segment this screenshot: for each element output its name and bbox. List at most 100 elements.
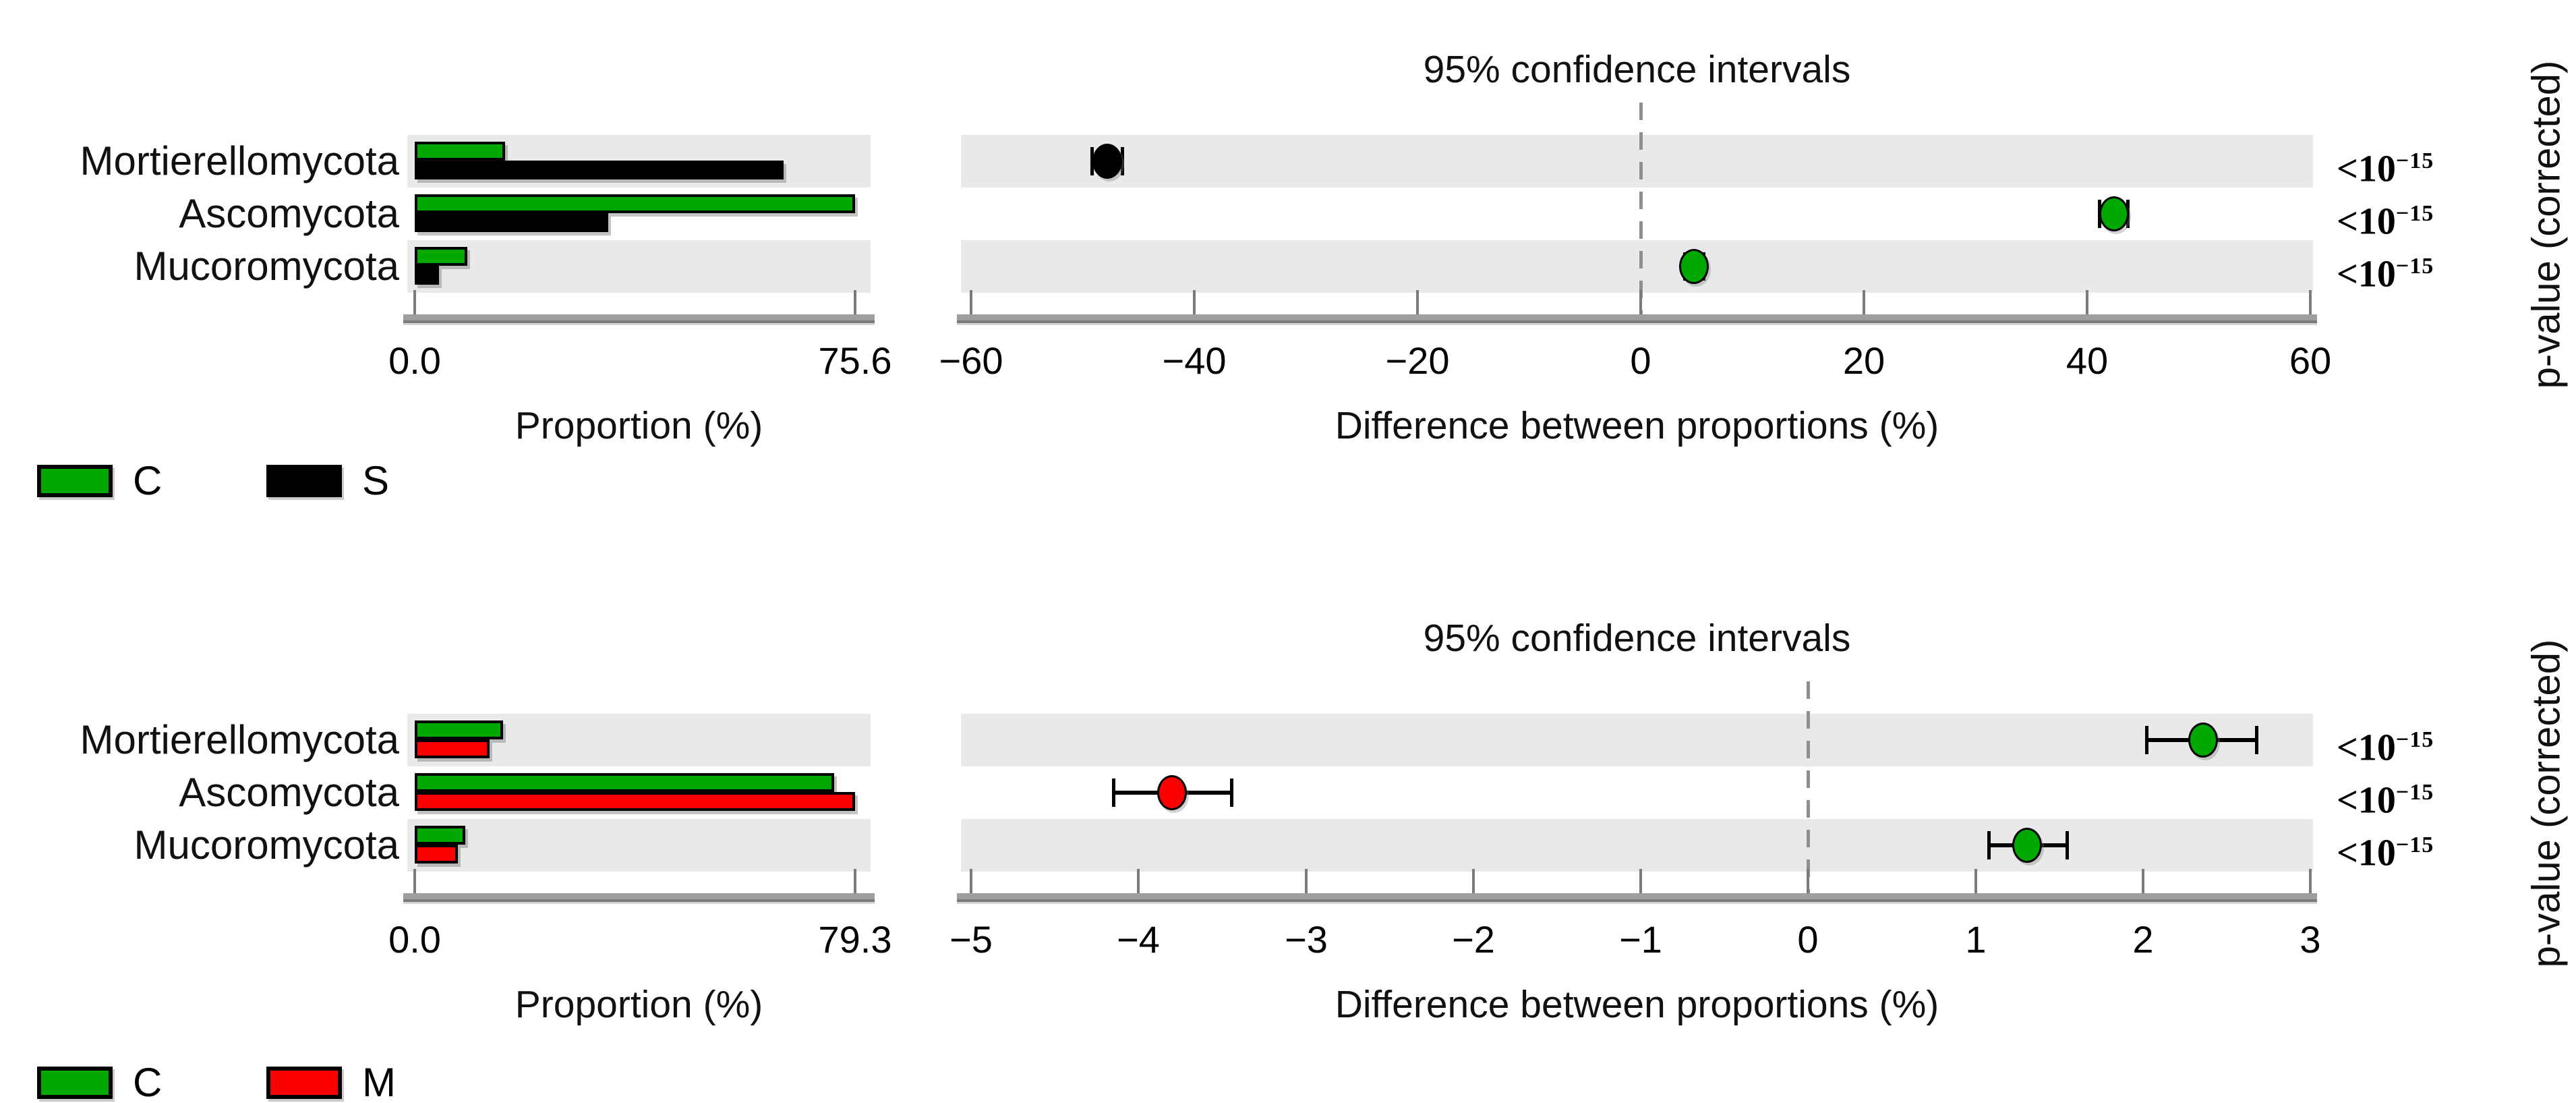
difference-axis-tick	[1305, 869, 1308, 893]
difference-axis-title: Difference between proportions (%)	[1335, 404, 1939, 447]
bar-c-ascomycota	[415, 194, 855, 213]
proportion-tick-label: 75.6	[818, 339, 892, 382]
legend-label-c: C	[133, 1060, 163, 1103]
difference-tick-label: −60	[939, 339, 1003, 382]
ci-title: 95% confidence intervals	[1423, 48, 1851, 91]
p-value-exponent: −15	[2395, 832, 2434, 857]
difference-tick-label: 40	[2066, 339, 2109, 382]
row-stripe-proportion	[407, 819, 871, 872]
ci-cap-high	[1230, 779, 1233, 807]
difference-axis-tick	[1137, 869, 1140, 893]
difference-dot-mucoromycota	[2012, 828, 2042, 863]
difference-axis-line	[957, 314, 2317, 323]
ci-cap-high	[2066, 831, 2069, 859]
proportion-axis-tick	[413, 869, 416, 893]
p-value: <10−15	[2337, 188, 2539, 243]
difference-tick-label: −40	[1162, 339, 1227, 382]
legend-item-m: M	[266, 1059, 396, 1103]
bar-m-mucoromycota	[415, 845, 458, 864]
difference-axis-tick	[970, 290, 972, 314]
bar-s-mucoromycota	[415, 266, 439, 285]
category-label: Mucoromycota	[134, 822, 399, 868]
p-value-exponent: −15	[2395, 780, 2434, 805]
legend-label-c: C	[133, 458, 163, 503]
category-label: Ascomycota	[179, 770, 399, 815]
panel-c-vs-s: 95% confidence intervals Mortierellomycot…	[37, 48, 2569, 504]
zero-reference-line	[1639, 103, 1643, 314]
difference-dot-mucoromycota	[1679, 249, 1709, 284]
p-value-exponent: −15	[2395, 254, 2434, 279]
p-value-base: <10	[2337, 779, 2396, 822]
proportion-axis-tick	[854, 869, 856, 893]
proportion-axis-title: Proportion (%)	[515, 404, 763, 447]
p-value: <10−15	[2337, 819, 2539, 874]
p-value: <10−15	[2337, 135, 2539, 190]
p-value-base: <10	[2337, 253, 2396, 295]
ci-cap-high	[2255, 726, 2258, 754]
legend-swatch-c	[37, 1066, 113, 1099]
panel-c-vs-m: 95% confidence intervals Mortierellomycot…	[0, 579, 2576, 1103]
legend-label-s: S	[362, 458, 390, 503]
difference-tick-label: −1	[1619, 918, 1662, 961]
difference-axis-tick	[2309, 869, 2312, 893]
legend-swatch-s	[266, 464, 342, 497]
bar-m-mortierellomycota	[415, 739, 490, 758]
difference-axis-tick	[970, 869, 972, 893]
legend-swatch-m	[266, 1066, 342, 1099]
p-value-base: <10	[2337, 148, 2396, 190]
p-value-exponent: −15	[2395, 727, 2434, 752]
pvalue-axis-label: p-value (corrected)	[2524, 60, 2569, 389]
difference-axis-tick	[2142, 869, 2144, 893]
difference-axis-tick	[1639, 869, 1642, 893]
difference-axis-title: Difference between proportions (%)	[1335, 983, 1939, 1026]
ci-cap-low	[1112, 779, 1115, 807]
p-value-base: <10	[2337, 832, 2396, 874]
proportion-tick-label: 0.0	[388, 339, 441, 382]
zero-reference-line	[1807, 681, 1810, 893]
difference-axis-tick	[1974, 869, 1977, 893]
p-value-exponent: −15	[2395, 201, 2434, 226]
difference-dot-mortierellomycota	[2188, 723, 2218, 758]
difference-tick-label: −3	[1285, 918, 1328, 961]
row-stripe-difference	[961, 819, 2313, 872]
proportion-axis-tick	[854, 290, 856, 314]
difference-tick-label: −2	[1452, 918, 1495, 961]
p-value-base: <10	[2337, 727, 2396, 769]
pvalue-axis-label: p-value (corrected)	[2524, 639, 2569, 968]
category-label: Mortierellomycota	[80, 138, 399, 183]
difference-axis-tick	[2309, 290, 2312, 314]
difference-tick-label: 20	[1842, 339, 1885, 382]
legend-item-s: S	[266, 457, 389, 504]
proportion-tick-label: 79.3	[818, 918, 892, 961]
proportion-axis-title: Proportion (%)	[515, 983, 763, 1026]
proportion-axis-line	[403, 314, 875, 323]
difference-axis-tick	[1193, 290, 1196, 314]
difference-dot-ascomycota	[2099, 196, 2129, 231]
difference-axis-tick	[1639, 290, 1642, 314]
p-value: <10−15	[2337, 766, 2539, 822]
difference-axis-line	[957, 893, 2317, 902]
difference-axis-tick	[1416, 290, 1419, 314]
difference-dot-mortierellomycota	[1092, 144, 1122, 179]
row-stripe-difference	[961, 714, 2313, 766]
proportion-tick-label: 0.0	[388, 918, 441, 961]
ci-cap-high	[1121, 147, 1124, 175]
difference-dot-ascomycota	[1157, 775, 1187, 810]
row-stripe-difference	[961, 135, 2313, 188]
p-value-base: <10	[2337, 200, 2396, 243]
difference-tick-label: −4	[1117, 918, 1160, 961]
difference-axis-tick	[1863, 290, 1865, 314]
bar-s-ascomycota	[415, 213, 608, 232]
difference-tick-label: 3	[2300, 918, 2321, 961]
difference-tick-label: 0	[1797, 918, 1819, 961]
category-label: Mortierellomycota	[80, 717, 399, 762]
ci-cap-low	[1987, 831, 1991, 859]
legend-item-c: C	[37, 1059, 162, 1103]
legend-item-c: C	[37, 457, 162, 504]
ci-cap-low	[1090, 147, 1094, 175]
bar-m-ascomycota	[415, 792, 855, 811]
difference-tick-label: −20	[1385, 339, 1450, 382]
bar-s-mortierellomycota	[415, 161, 784, 179]
legend-swatch-c	[37, 464, 113, 497]
